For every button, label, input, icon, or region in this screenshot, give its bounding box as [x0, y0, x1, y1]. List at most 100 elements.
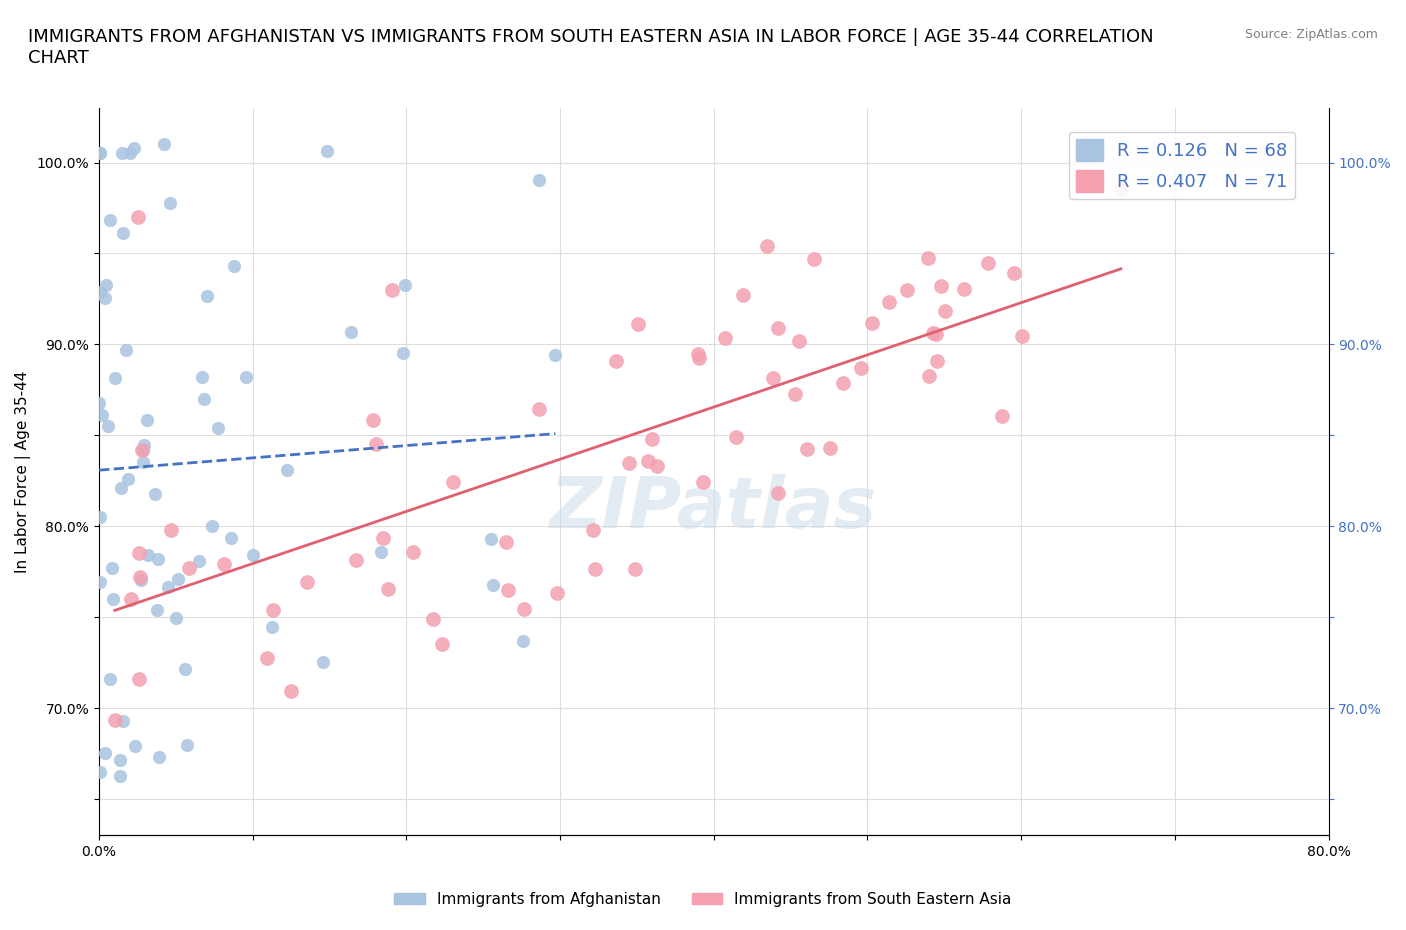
Point — [692, 474, 714, 489]
Point — [132, 455, 155, 470]
Point — [89, 510, 111, 525]
Point — [120, 591, 142, 606]
Y-axis label: In Labor Force | Age 35-44: In Labor Force | Age 35-44 — [15, 370, 31, 573]
Point — [114, 343, 136, 358]
Point — [849, 361, 872, 376]
Point — [89, 285, 111, 299]
Point — [104, 712, 127, 727]
Point — [731, 288, 754, 303]
Point — [96, 277, 118, 292]
Point — [623, 561, 645, 576]
Point — [766, 485, 789, 500]
Point — [312, 655, 335, 670]
Point — [159, 195, 181, 210]
Point — [344, 552, 367, 567]
Point — [714, 331, 737, 346]
Legend: R = 0.126   N = 68, R = 0.407   N = 71: R = 0.126 N = 68, R = 0.407 N = 71 — [1069, 131, 1295, 199]
Point — [925, 354, 948, 369]
Point — [605, 353, 627, 368]
Point — [645, 459, 668, 474]
Point — [89, 765, 111, 780]
Point — [145, 486, 167, 501]
Point — [131, 443, 153, 458]
Point — [235, 369, 257, 384]
Point — [725, 429, 748, 444]
Point — [176, 737, 198, 752]
Point — [391, 346, 413, 361]
Point — [101, 591, 124, 606]
Point — [276, 462, 298, 477]
Text: IMMIGRANTS FROM AFGHANISTAN VS IMMIGRANTS FROM SOUTH EASTERN ASIA IN LABOR FORCE: IMMIGRANTS FROM AFGHANISTAN VS IMMIGRANT… — [28, 28, 1154, 67]
Point — [1109, 181, 1132, 196]
Point — [377, 581, 399, 596]
Point — [165, 610, 187, 625]
Point — [627, 316, 650, 331]
Point — [93, 745, 115, 760]
Point — [370, 545, 392, 560]
Point — [544, 348, 567, 363]
Point — [688, 351, 710, 365]
Point — [112, 713, 135, 728]
Point — [366, 437, 388, 452]
Point — [787, 334, 810, 349]
Point — [582, 523, 605, 538]
Point — [918, 368, 941, 383]
Point — [796, 441, 818, 456]
Point — [513, 602, 536, 617]
Point — [953, 282, 976, 297]
Point — [93, 290, 115, 305]
Point — [688, 347, 710, 362]
Point — [422, 612, 444, 627]
Point — [495, 535, 517, 550]
Point — [214, 557, 236, 572]
Point — [122, 140, 145, 155]
Point — [262, 603, 284, 618]
Point — [361, 412, 384, 427]
Point — [496, 582, 519, 597]
Point — [766, 321, 789, 336]
Point — [195, 289, 218, 304]
Point — [166, 571, 188, 586]
Point — [242, 548, 264, 563]
Point — [297, 575, 319, 590]
Point — [340, 325, 363, 339]
Point — [191, 369, 214, 384]
Point — [762, 370, 785, 385]
Point — [129, 570, 152, 585]
Point — [479, 531, 502, 546]
Point — [512, 633, 534, 648]
Point — [131, 573, 153, 588]
Point — [482, 578, 505, 592]
Legend: Immigrants from Afghanistan, Immigrants from South Eastern Asia: Immigrants from Afghanistan, Immigrants … — [388, 886, 1018, 913]
Point — [136, 412, 159, 427]
Point — [128, 546, 150, 561]
Point — [146, 603, 169, 618]
Point — [832, 376, 855, 391]
Point — [156, 579, 179, 594]
Point — [381, 283, 404, 298]
Point — [527, 401, 550, 416]
Point — [783, 387, 806, 402]
Point — [97, 418, 120, 433]
Point — [860, 315, 883, 330]
Point — [221, 531, 243, 546]
Point — [896, 283, 918, 298]
Point — [111, 146, 134, 161]
Point — [925, 326, 948, 341]
Point — [1011, 328, 1033, 343]
Point — [111, 225, 134, 240]
Point — [110, 752, 132, 767]
Point — [640, 432, 662, 446]
Point — [146, 551, 169, 566]
Point — [991, 408, 1014, 423]
Point — [90, 407, 112, 422]
Text: ZIPatlas: ZIPatlas — [550, 473, 877, 542]
Point — [98, 671, 121, 686]
Point — [222, 259, 245, 273]
Point — [931, 279, 953, 294]
Point — [110, 481, 132, 496]
Point — [527, 173, 550, 188]
Point — [188, 553, 211, 568]
Point — [128, 671, 150, 686]
Point — [89, 575, 111, 590]
